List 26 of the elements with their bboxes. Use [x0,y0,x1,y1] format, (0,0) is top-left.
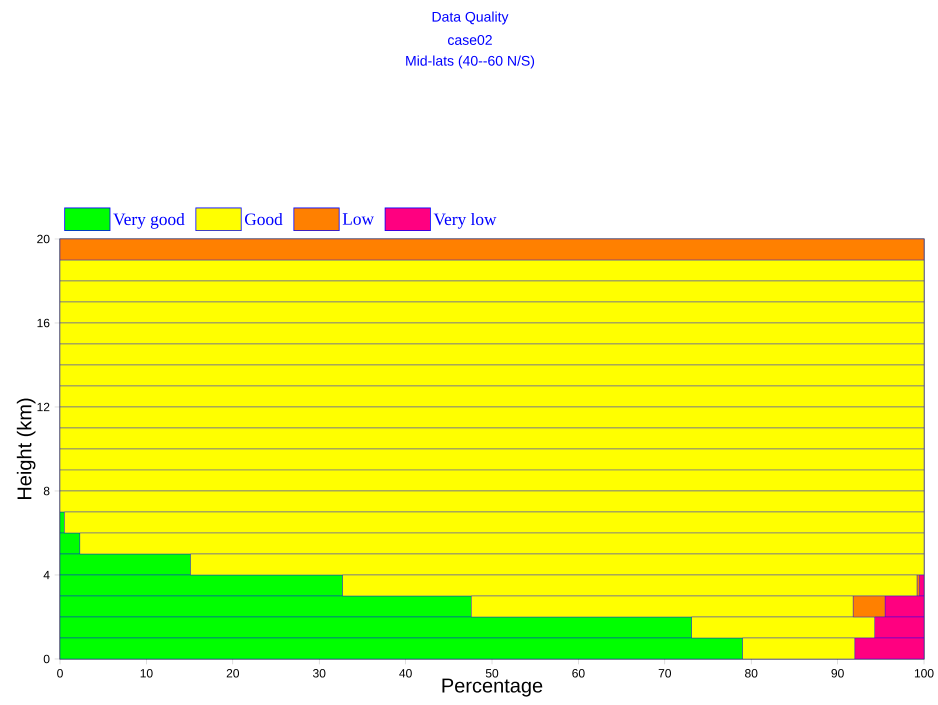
x-tick-label: 50 [486,669,498,678]
chart-subtitle: case02 [448,35,492,45]
y-tick-label: 4 [44,570,50,580]
x-tick-label: 100 [914,669,934,678]
legend-label: Very low [434,212,496,229]
x-tick-label: 60 [572,669,585,678]
x-tick-label: 90 [831,669,844,678]
y-tick-label: 16 [38,318,50,328]
y-tick-label: 20 [37,234,50,244]
text: Mid-lats (40--60 N/S) [406,55,534,69]
x-tick-label: 80 [745,669,758,678]
x-tick-label: 20 [226,669,240,678]
legend-label: Good [244,212,283,226]
y-axis-title: Height (km) [16,398,36,500]
legend-label: Very good [113,212,185,229]
x-tick-label: 70 [658,669,672,678]
chart-title: Data Quality [432,11,508,25]
y-tick-label: 12 [38,402,50,412]
y-tick-label: 8 [44,486,50,496]
x-axis-title: Percentage [442,678,542,697]
x-tick-label: 0 [57,669,63,678]
y-tick-label: 0 [44,654,50,664]
x-tick-label: 30 [312,669,326,678]
x-tick-label: 10 [140,669,153,678]
legend-label: Low [342,213,374,225]
x-tick-label: 40 [399,669,412,678]
